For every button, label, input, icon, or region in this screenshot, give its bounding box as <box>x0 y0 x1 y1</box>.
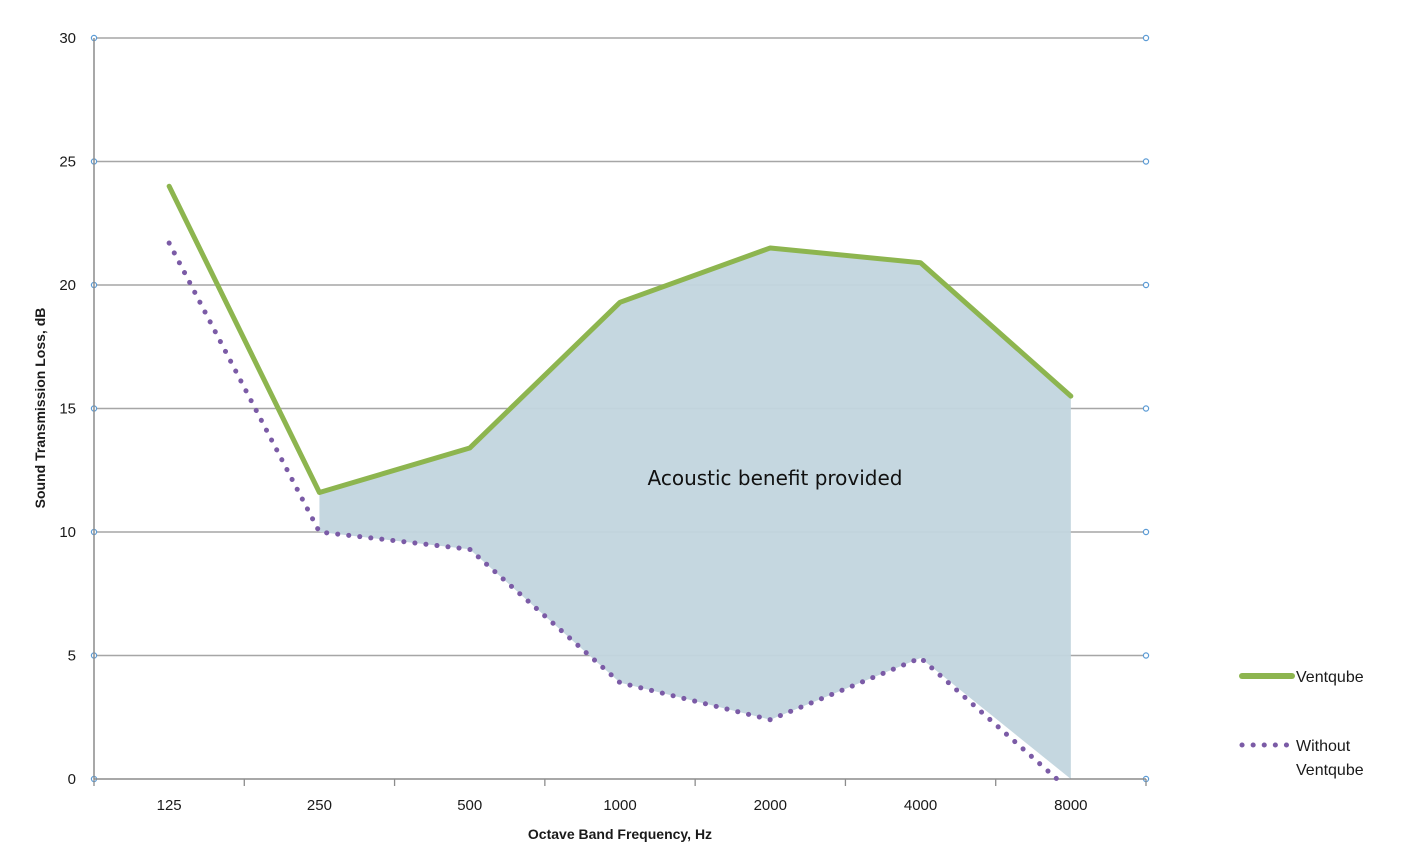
y-tick-marker-right <box>1142 405 1150 412</box>
x-tick-label: 1000 <box>603 797 636 814</box>
series <box>166 183 1074 782</box>
y-tick-label: 5 <box>68 648 76 665</box>
legend-label-ventqube: Ventqube <box>1296 669 1364 686</box>
y-tick-label: 25 <box>59 154 76 171</box>
series-line-without-ventqube <box>166 240 1060 782</box>
x-tick-label: 125 <box>157 797 182 814</box>
x-tick-label: 2000 <box>754 797 787 814</box>
x-tick-label: 250 <box>307 797 332 814</box>
axes: 0 5 10 15 20 25 30 125 250 500 1000 2000 4000 8000 <box>59 30 1150 814</box>
legend: Ventqube Without Ventqube <box>1239 669 1364 779</box>
benefit-annotation: Acoustic benefit provided <box>648 466 903 490</box>
legend-label-without-ventqube: Ventqube <box>1296 762 1364 779</box>
y-tick-label: 10 <box>59 524 76 541</box>
y-tick-marker-right <box>1142 528 1150 536</box>
y-tick-marker-right <box>1142 652 1150 659</box>
y-tick-marker-right <box>1142 158 1150 165</box>
y-tick-marker-right <box>1142 281 1150 289</box>
y-tick-label: 20 <box>59 277 76 294</box>
y-tick-label: 0 <box>68 771 76 788</box>
series-line-ventqube <box>166 183 1074 495</box>
x-tick-label: 4000 <box>904 797 937 814</box>
x-tick-label: 8000 <box>1054 797 1087 814</box>
y-axis-title: Sound Transmission Loss, dB <box>32 308 48 509</box>
legend-label-without-ventqube: Without <box>1296 738 1351 755</box>
x-tick-label: 500 <box>457 797 482 814</box>
y-tick-label: 30 <box>59 30 76 47</box>
benefit-area <box>319 247 1071 779</box>
y-tick-marker-right <box>1142 34 1150 42</box>
y-tick-label: 15 <box>59 401 76 418</box>
x-axis-title: Octave Band Frequency, Hz <box>528 826 712 842</box>
